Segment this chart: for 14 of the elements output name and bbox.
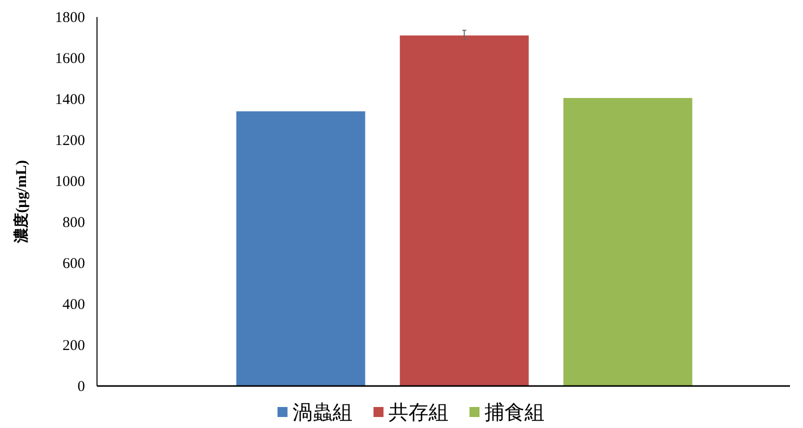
y-tick-label: 1400 (55, 92, 85, 108)
y-tick-label: 800 (62, 215, 85, 231)
y-tick-label: 400 (62, 297, 85, 313)
y-tick-label: 1200 (55, 133, 85, 149)
y-tick-label: 1000 (55, 174, 85, 190)
legend-label: 捕食組 (484, 402, 544, 424)
legend-label: 共存組 (388, 402, 448, 424)
y-tick-label: 1800 (55, 10, 85, 26)
y-axis-title: 濃度(μg/mL) (12, 160, 30, 244)
y-tick-label: 200 (62, 338, 85, 354)
legend-label: 渦蟲組 (292, 402, 352, 424)
y-tick-label: 1600 (55, 51, 85, 67)
y-tick-label: 0 (78, 379, 85, 395)
y-tick-label: 600 (62, 256, 85, 272)
